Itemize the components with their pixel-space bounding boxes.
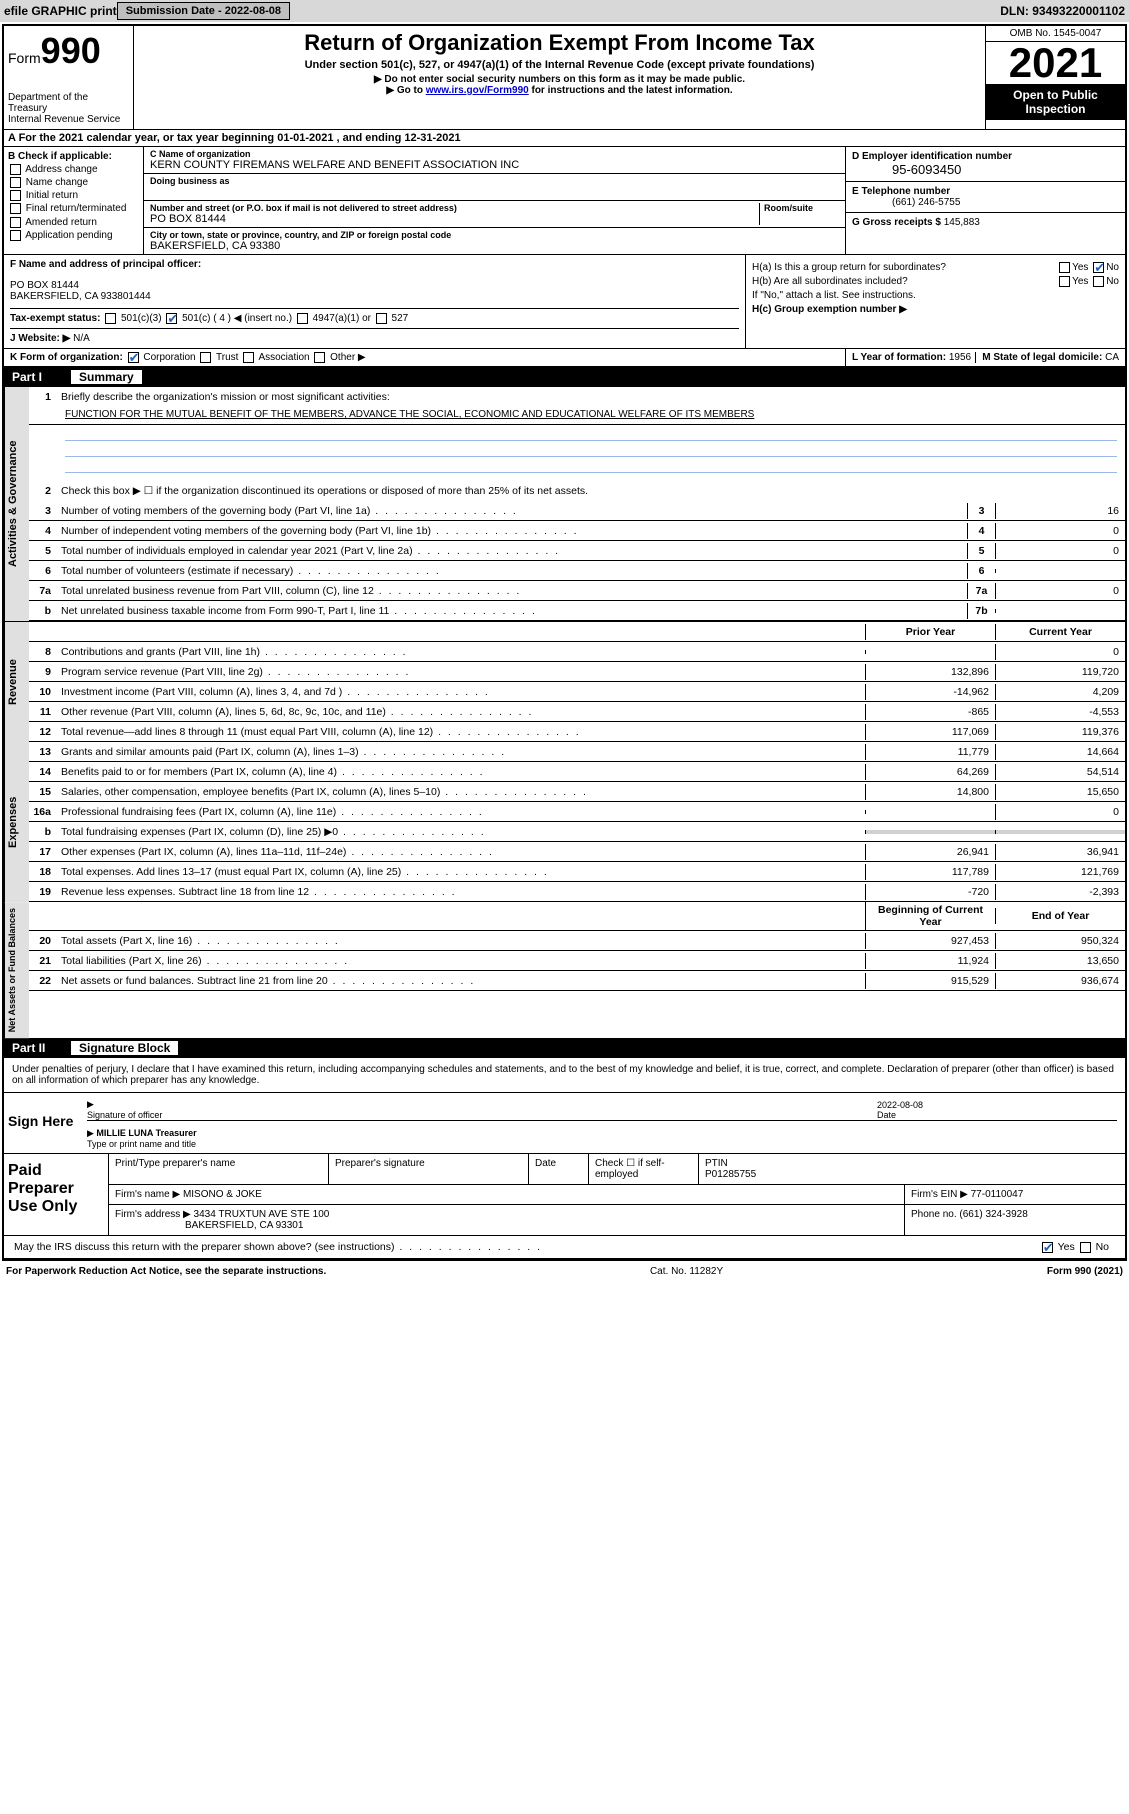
may-irs-row: May the IRS discuss this return with the… [4,1236,1125,1259]
summary-row: 15Salaries, other compensation, employee… [29,782,1125,802]
form-document: Form990 Department of the Treasury Inter… [2,24,1127,1261]
top-bar: efile GRAPHIC print Submission Date - 20… [0,0,1129,22]
submission-date-button[interactable]: Submission Date - 2022-08-08 [117,2,290,20]
org-city: BAKERSFIELD, CA 93380 [150,240,839,252]
col-c: C Name of organization KERN COUNTY FIREM… [144,147,845,254]
summary-row: 4Number of independent voting members of… [29,521,1125,541]
org-address: PO BOX 81444 [150,213,759,225]
summary-row: 14Benefits paid to or for members (Part … [29,762,1125,782]
header-right: OMB No. 1545-0047 2021 Open to Public In… [985,26,1125,129]
chk-final-return[interactable] [10,203,21,214]
irs-link[interactable]: www.irs.gov/Form990 [426,85,529,96]
summary-row: 3Number of voting members of the governi… [29,501,1125,521]
chk-initial-return[interactable] [10,190,21,201]
chk-corp[interactable] [128,352,139,363]
summary-row: 11Other revenue (Part VIII, column (A), … [29,702,1125,722]
chk-may-irs-no[interactable] [1080,1242,1091,1253]
efile-label: efile GRAPHIC print [4,4,117,18]
form-title: Return of Organization Exempt From Incom… [138,30,981,56]
summary-row: 16aProfessional fundraising fees (Part I… [29,802,1125,822]
netassets-section: Net Assets or Fund Balances Beginning of… [4,902,1125,1038]
summary-row: 18Total expenses. Add lines 13–17 (must … [29,862,1125,882]
summary-row: bTotal fundraising expenses (Part IX, co… [29,822,1125,842]
prep-phone: (661) 324-3928 [959,1209,1027,1220]
header-mid: Return of Organization Exempt From Incom… [134,26,985,129]
summary-row: 19Revenue less expenses. Subtract line 1… [29,882,1125,902]
officer-name: MILLIE LUNA Treasurer [96,1128,196,1138]
part2-header: Part II Signature Block [4,1038,1125,1058]
col-h: H(a) Is this a group return for subordin… [745,255,1125,348]
chk-address-change[interactable] [10,164,21,175]
form-header: Form990 Department of the Treasury Inter… [4,26,1125,130]
summary-row: 17Other expenses (Part IX, column (A), l… [29,842,1125,862]
summary-row: 9Program service revenue (Part VIII, lin… [29,662,1125,682]
phone: (661) 246-5755 [852,197,1119,208]
summary-row: 22Net assets or fund balances. Subtract … [29,971,1125,991]
firm-name: MISONO & JOKE [183,1189,262,1200]
chk-amended[interactable] [10,217,21,228]
section-bcde: B Check if applicable: Address change Na… [4,147,1125,255]
summary-row: bNet unrelated business taxable income f… [29,601,1125,621]
summary-row: 8Contributions and grants (Part VIII, li… [29,642,1125,662]
state-domicile: CA [1105,352,1119,363]
activities-governance: Activities & Governance 1Briefly describ… [4,387,1125,621]
mission-text: FUNCTION FOR THE MUTUAL BENEFIT OF THE M… [29,407,1125,425]
row-k: K Form of organization: Corporation Trus… [4,349,1125,367]
sign-here-block: Sign Here ▶Signature of officer 2022-08-… [4,1093,1125,1154]
sig-date: 2022-08-08 [877,1100,1117,1110]
chk-4947[interactable] [297,313,308,324]
ein: 95-6093450 [852,162,1119,177]
revenue-section: Revenue Prior Year Current Year 8Contrib… [4,621,1125,742]
org-name: KERN COUNTY FIREMANS WELFARE AND BENEFIT… [150,159,839,171]
summary-row: 21Total liabilities (Part X, line 26)11,… [29,951,1125,971]
col-f: F Name and address of principal officer:… [4,255,745,348]
section-fh: F Name and address of principal officer:… [4,255,1125,349]
summary-row: 6Total number of volunteers (estimate if… [29,561,1125,581]
chk-app-pending[interactable] [10,230,21,241]
cat-no: Cat. No. 11282Y [326,1266,1047,1277]
summary-row: 20Total assets (Part X, line 16)927,4539… [29,931,1125,951]
chk-name-change[interactable] [10,177,21,188]
dept-label: Department of the Treasury Internal Reve… [8,92,129,125]
page-footer: For Paperwork Reduction Act Notice, see … [0,1263,1129,1280]
chk-501c3[interactable] [105,313,116,324]
part1-header: Part I Summary [4,367,1125,387]
tax-year: 2021 [986,42,1125,84]
open-public-badge: Open to Public Inspection [986,84,1125,120]
chk-other[interactable] [314,352,325,363]
header-left: Form990 Department of the Treasury Inter… [4,26,134,129]
chk-trust[interactable] [200,352,211,363]
website: N/A [73,333,90,344]
ptin: P01285755 [705,1169,756,1180]
firm-ein: 77-0110047 [971,1189,1024,1200]
paid-preparer-block: Paid Preparer Use Only Print/Type prepar… [4,1154,1125,1236]
summary-row: 5Total number of individuals employed in… [29,541,1125,561]
summary-row: 12Total revenue—add lines 8 through 11 (… [29,722,1125,742]
gross-receipts: 145,883 [944,217,980,228]
chk-may-irs-yes[interactable] [1042,1242,1053,1253]
col-b-checkboxes: B Check if applicable: Address change Na… [4,147,144,254]
chk-assoc[interactable] [243,352,254,363]
summary-row: 13Grants and similar amounts paid (Part … [29,742,1125,762]
row-a-tax-year: A For the 2021 calendar year, or tax yea… [4,130,1125,147]
year-formation: 1956 [949,352,971,363]
summary-row: 10Investment income (Part VIII, column (… [29,682,1125,702]
dln: DLN: 93493220001102 [1000,4,1125,18]
firm-addr: 3434 TRUXTUN AVE STE 100 [194,1209,330,1220]
expenses-section: Expenses 13Grants and similar amounts pa… [4,742,1125,902]
chk-527[interactable] [376,313,387,324]
col-de: D Employer identification number 95-6093… [845,147,1125,254]
summary-row: 7aTotal unrelated business revenue from … [29,581,1125,601]
declaration-text: Under penalties of perjury, I declare th… [4,1058,1125,1093]
chk-501c[interactable] [166,313,177,324]
